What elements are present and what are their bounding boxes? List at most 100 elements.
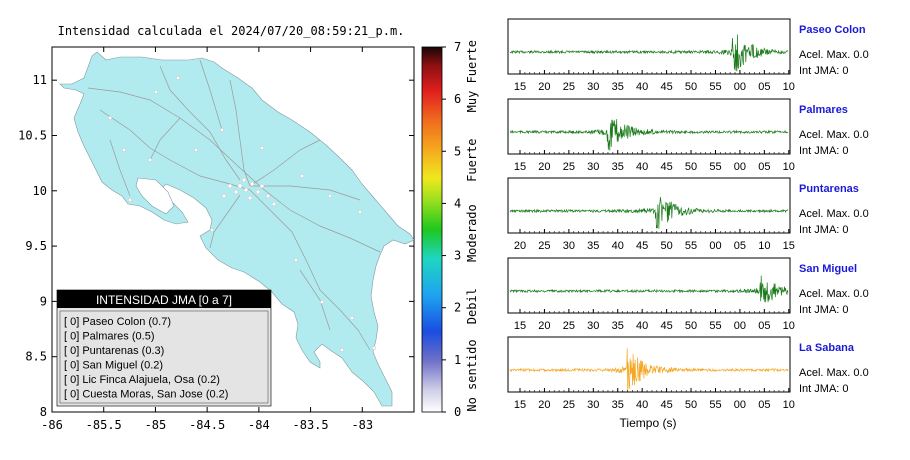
- seismogram-panels: 15 20 25 30 35 40 45 50 55 00 05 10 Paseo Colon Acel.…: [507, 18, 869, 411]
- seismogram-tick: 50: [660, 240, 672, 252]
- colorbar-label: No sentido: [465, 339, 479, 411]
- map-x-tick: -85: [145, 418, 167, 432]
- map-x-tick: -83.5: [293, 418, 329, 432]
- station-accel: Acel. Max. 0.0: [799, 288, 869, 300]
- seismogram-tick: 50: [685, 320, 697, 332]
- seismogram-tick: 15: [514, 161, 526, 173]
- colorbar-tick: 1: [454, 353, 461, 367]
- seismogram-tick: 30: [587, 399, 599, 411]
- seismogram-panel: 15 20 25 30 35 40 45 50 55 00 05 10 San Miguel Acel. …: [507, 257, 869, 332]
- legend-entry: [ 0] San Miguel (0.2): [64, 360, 163, 372]
- seismogram-tick: 00: [734, 161, 746, 173]
- legend-entry: [ 0] Cuesta Moras, San Jose (0.2): [64, 389, 228, 401]
- seismogram-tick: 40: [636, 399, 648, 411]
- station-name: Puntarenas: [799, 183, 859, 195]
- map-y-tick: 11: [33, 73, 47, 87]
- seismogram-panel: 15 20 25 30 35 40 45 50 55 00 05 10 Palmares Acel. Ma…: [507, 98, 869, 173]
- colorbar-tick: 7: [454, 40, 461, 54]
- map-y-tick: 9: [40, 294, 47, 308]
- map-x-tick: -84: [248, 418, 270, 432]
- seismogram-tick: 30: [587, 81, 599, 93]
- map-y-tick: 10: [33, 184, 47, 198]
- colorbar-tick: 0: [454, 405, 461, 419]
- seismogram-tick: 35: [612, 399, 624, 411]
- legend-entry: [ 0] Puntarenas (0.3): [64, 345, 164, 357]
- map-y-axis: 11 10.5 10 9.5 9 8.5 8: [18, 73, 414, 419]
- seismogram-tick: 05: [758, 399, 770, 411]
- station-accel: Acel. Max. 0.0: [799, 367, 869, 379]
- station-name: Palmares: [799, 104, 848, 116]
- colorbar-label: Muy Fuerte: [465, 40, 479, 112]
- seismogram-tick: 50: [685, 81, 697, 93]
- station-int: Int JMA: 0: [799, 304, 849, 316]
- seismogram-tick: 10: [783, 161, 795, 173]
- seismogram-tick: 50: [685, 399, 697, 411]
- seismogram-tick: 45: [660, 320, 672, 332]
- seismogram-tick: 25: [563, 399, 575, 411]
- map-x-tick: -85.5: [86, 418, 122, 432]
- seismogram-tick: 20: [514, 240, 526, 252]
- seismogram-tick: 25: [563, 81, 575, 93]
- seismogram-tick: 10: [783, 320, 795, 332]
- seismogram-panel: 20 25 30 35 40 45 50 55 00 05 10 15 Puntarenas Acel. …: [507, 177, 869, 252]
- seismogram-tick: 25: [538, 240, 550, 252]
- seismogram-panel: 15 20 25 30 35 40 45 50 55 00 05 10 Paseo Colon Acel.…: [507, 18, 869, 93]
- station-name: San Miguel: [799, 263, 857, 275]
- seismogram-tick: 45: [660, 161, 672, 173]
- colorbar-label: Debil: [465, 288, 479, 324]
- map-y-tick: 9.5: [25, 239, 47, 253]
- legend-title: INTENSIDAD JMA [0 a 7]: [96, 293, 232, 307]
- seismogram-tick: 05: [758, 161, 770, 173]
- map-y-tick: 8: [40, 405, 47, 419]
- map-x-tick: -86: [41, 418, 63, 432]
- map-x-tick: -83: [351, 418, 373, 432]
- seismogram-tick: 35: [612, 320, 624, 332]
- seismogram-tick: 15: [514, 81, 526, 93]
- seismogram-tick: 30: [587, 161, 599, 173]
- map-y-tick: 8.5: [25, 350, 47, 364]
- seismogram-tick: 20: [538, 320, 550, 332]
- seismogram-tick: 00: [734, 320, 746, 332]
- station-accel: Acel. Max. 0.0: [799, 208, 869, 220]
- map-x-tick: -84.5: [189, 418, 225, 432]
- seismogram-tick: 20: [538, 161, 550, 173]
- seismogram-tick: 25: [563, 161, 575, 173]
- seismogram-tick: 45: [636, 240, 648, 252]
- legend-entry: [ 0] Lic Finca Alajuela, Osa (0.2): [64, 374, 220, 386]
- seismogram-tick: 35: [587, 240, 599, 252]
- intensity-legend: INTENSIDAD JMA [0 a 7] [ 0] Paseo Colon …: [56, 289, 272, 407]
- seismogram-tick: 15: [783, 240, 795, 252]
- colorbar-label: Fuerte: [465, 138, 479, 181]
- seismogram-tick: 00: [734, 399, 746, 411]
- seismogram-tick: 55: [709, 320, 721, 332]
- colorbar-tick: 5: [454, 144, 461, 158]
- seismogram-tick: 20: [538, 81, 550, 93]
- seismogram-tick: 35: [612, 81, 624, 93]
- seismogram-tick: 45: [660, 399, 672, 411]
- colorbar-tick: 2: [454, 301, 461, 315]
- station-accel: Acel. Max. 0.0: [799, 49, 869, 61]
- map-y-tick: 10.5: [18, 128, 47, 142]
- seismogram-tick: 10: [783, 399, 795, 411]
- legend-entry: [ 0] Paseo Colon (0.7): [64, 316, 171, 328]
- station-int: Int JMA: 0: [799, 224, 849, 236]
- station-int: Int JMA: 0: [799, 65, 849, 77]
- seismogram-tick: 05: [758, 320, 770, 332]
- seismogram-tick: 15: [514, 320, 526, 332]
- seismogram-tick: 45: [660, 81, 672, 93]
- station-name: La Sabana: [799, 342, 855, 354]
- seismogram-tick: 40: [636, 161, 648, 173]
- seismogram-panel: 15 20 25 30 35 40 45 50 55 00 05 10 La Sabana Acel. M…: [507, 336, 869, 411]
- seismogram-tick: 40: [636, 320, 648, 332]
- station-int: Int JMA: 0: [799, 145, 849, 157]
- seismogram-tick: 05: [734, 240, 746, 252]
- map-x-axis: -86 -85.5 -85 -84.5 -84 -83.5 -83: [41, 47, 373, 432]
- seismogram-tick: 10: [758, 240, 770, 252]
- seismogram-tick: 50: [685, 161, 697, 173]
- seismogram-tick: 40: [636, 81, 648, 93]
- seismogram-tick: 55: [685, 240, 697, 252]
- legend-entry: [ 0] Palmares (0.5): [64, 331, 154, 343]
- seismogram-tick: 55: [709, 161, 721, 173]
- seismogram-tick: 10: [783, 81, 795, 93]
